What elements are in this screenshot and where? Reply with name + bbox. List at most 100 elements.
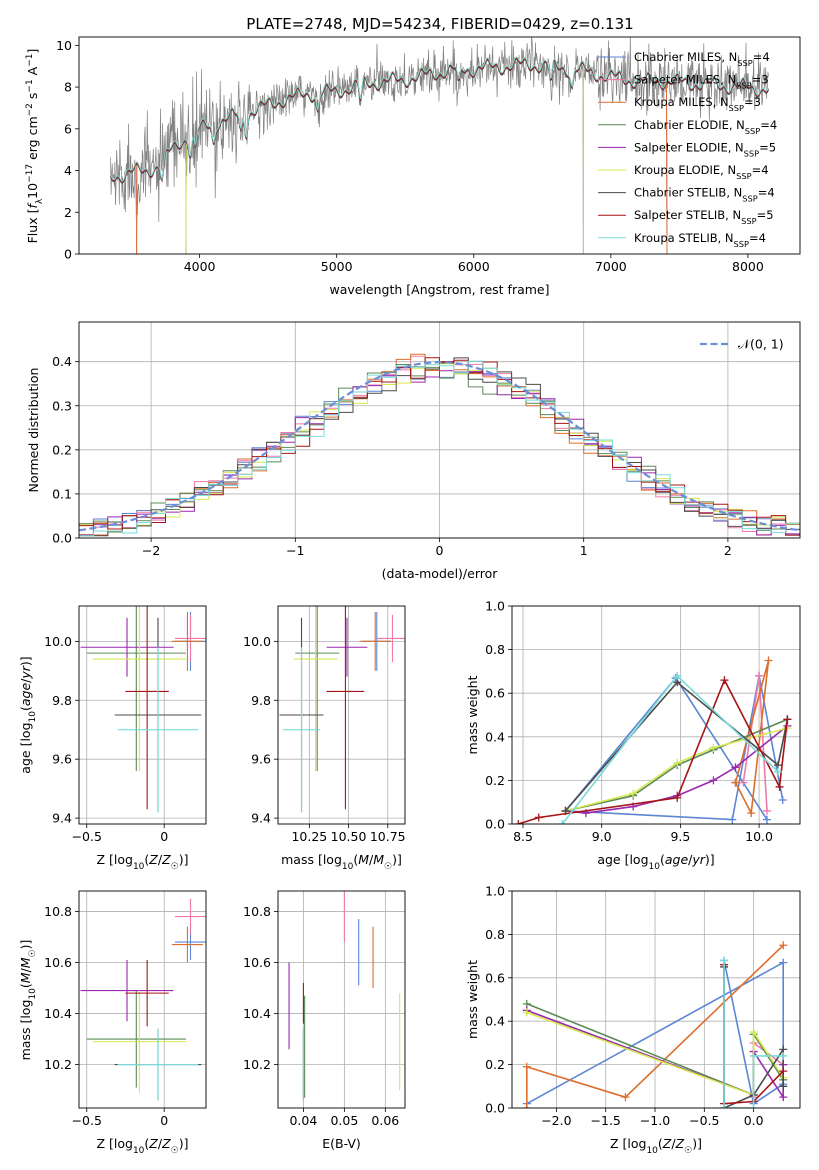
y-tick-label: 9.4 — [251, 811, 271, 826]
chart-mass_vs_Z: −0.5 0 10.2 10.4 10.6 10.8 Z [log10(Z/Z☉)] mass… — [18, 890, 207, 1156]
y-tick-label: 10.0 — [44, 634, 72, 649]
x-tick-label: 0.05 — [330, 1113, 358, 1128]
y-tick-label: 0.2 — [485, 1057, 505, 1072]
y-tick-label: 0.3 — [52, 398, 72, 413]
weight-marker — [739, 778, 748, 787]
weight-marker — [778, 796, 787, 805]
y-tick-label: 9.4 — [52, 811, 72, 826]
chart-spectrum: 4000 5000 6000 7000 8000 0 2 4 6 8 10 Chabrier MILE… — [25, 36, 801, 297]
weight-marker — [775, 782, 784, 791]
x-tick-label: −1.5 — [591, 1113, 621, 1128]
spectrum-legend: Chabrier MILES, NSSP=4 Salpeter MILES, NS… — [598, 50, 777, 249]
y-axis-label-text: age [log10(age/yr)] — [18, 656, 38, 773]
weight-marker — [779, 958, 788, 967]
x-tick-label: −1.0 — [640, 1113, 670, 1128]
y-tick-label: 10.2 — [243, 1057, 271, 1072]
plot-area — [288, 891, 401, 1101]
x-tick-label: 4000 — [184, 259, 216, 274]
x-tick-label: 9.0 — [592, 829, 612, 844]
y-tick-label: 1.0 — [485, 884, 505, 899]
y-axis-label-text: Flux [fλ10−17 erg cm−2 s−1 A−1] — [25, 49, 45, 244]
y-tick-label: 10.8 — [243, 904, 271, 919]
y-tick-label: 0.1 — [52, 486, 72, 501]
figure-title: PLATE=2748, MJD=54234, FIBERID=0429, z=0… — [246, 15, 633, 33]
y-axis-label-text: mass [log10(M/M☉)] — [18, 940, 38, 1061]
y-tick-label: 10.2 — [44, 1057, 72, 1072]
data-spectrum-line — [110, 37, 769, 222]
legend-label: Chabrier MILES, NSSP=4 — [634, 50, 770, 68]
y-tick-label: 0.0 — [485, 817, 505, 832]
weight-marker — [522, 1062, 531, 1071]
x-tick-label: 8.5 — [513, 829, 533, 844]
axes-frame — [511, 890, 801, 1109]
x-axis-label: wavelength [Angstrom, rest frame] — [329, 282, 549, 297]
y-tick-label: 0.8 — [485, 642, 505, 657]
chart-residuals: −2 −1 0 1 2 0.0 0.1 0.2 0.3 0.4 𝒩(0, 1) (data-model… — [26, 321, 801, 581]
y-axis-label: mass [log10(M/M☉)] — [18, 940, 38, 1061]
weight-marker — [764, 656, 773, 665]
x-axis-label: Z [log10(Z/Z☉)] — [96, 852, 188, 872]
y-tick-label: 0.4 — [485, 1014, 505, 1029]
weight-marker — [709, 776, 718, 785]
x-axis-label: (data-model)/error — [382, 566, 499, 581]
y-tick-label: 2 — [64, 205, 72, 220]
x-tick-label: −1 — [286, 543, 304, 558]
y-tick-label: 10.6 — [44, 955, 72, 970]
y-tick-label: 0.6 — [485, 970, 505, 985]
weight-marker — [731, 763, 740, 772]
y-tick-label: 0.0 — [52, 531, 72, 546]
x-tick-label: 2 — [724, 543, 732, 558]
x-tick-label: −2 — [142, 543, 160, 558]
x-tick-label: 0 — [160, 1113, 168, 1128]
y-tick-label: 0.0 — [485, 1101, 505, 1116]
legend-label: Chabrier ELODIE, NSSP=4 — [634, 118, 777, 136]
weight-marker — [749, 1051, 758, 1060]
legend-label: Salpeter ELODIE, NSSP=5 — [634, 140, 776, 158]
x-tick-label: 9.5 — [670, 829, 690, 844]
chart-weight_vs_Z: −2.0 −1.5 −1.0 −0.5 0.0 0.0 0.2 0.4 0.6 0.8 1.0 Z [… — [465, 884, 801, 1156]
normal-curve — [79, 360, 800, 532]
plot-area — [522, 941, 788, 1108]
y-axis-label: mass weight — [465, 960, 480, 1039]
weight-marker — [673, 671, 682, 680]
x-axis-label: E(B-V) — [322, 1136, 361, 1151]
residual-legend: 𝒩(0, 1) — [700, 337, 784, 352]
weight-marker — [522, 1008, 531, 1017]
x-axis-label: Z [log10(Z/Z☉)] — [96, 1136, 188, 1156]
plot-area — [279, 606, 405, 813]
weight-marker — [755, 671, 764, 680]
axes-frame — [78, 321, 801, 539]
x-tick-label: −0.5 — [72, 829, 102, 844]
weight-marker — [779, 1082, 788, 1091]
y-axis-label: Flux [fλ10−17 erg cm−2 s−1 A−1] — [25, 49, 45, 244]
x-axis-label: Z [log10(Z/Z☉)] — [610, 1136, 702, 1156]
y-tick-label: 10.0 — [243, 634, 271, 649]
weight-marker — [779, 1093, 788, 1102]
y-tick-label: 10.8 — [44, 904, 72, 919]
x-tick-label: 5000 — [321, 259, 353, 274]
x-axis-label: age [log10(age/yr)] — [597, 852, 714, 872]
weight-marker — [673, 758, 682, 767]
legend-label: Kroupa ELODIE, NSSP=4 — [634, 163, 769, 181]
y-tick-label: 8 — [64, 80, 72, 95]
weight-line — [734, 660, 770, 816]
x-tick-label: −0.5 — [689, 1113, 719, 1128]
y-tick-label: 10 — [56, 38, 72, 53]
axes-frame — [511, 605, 801, 825]
weight-marker — [558, 820, 567, 824]
x-tick-label: 8000 — [732, 259, 764, 274]
x-tick-label: 0.0 — [744, 1113, 764, 1128]
x-tick-label: 0 — [436, 543, 444, 558]
y-tick-label: 9.6 — [52, 752, 72, 767]
model-line-kroupa-stelib — [110, 56, 769, 182]
plot-area — [110, 37, 769, 254]
weight-line — [723, 960, 784, 1108]
weight-marker — [709, 743, 718, 752]
y-axis-label: Normed distribution — [26, 368, 41, 493]
weight-marker — [720, 956, 729, 965]
weight-line — [518, 678, 789, 824]
weight-marker — [673, 793, 682, 802]
x-tick-label: 0.04 — [289, 1113, 317, 1128]
weight-line — [526, 944, 784, 1108]
